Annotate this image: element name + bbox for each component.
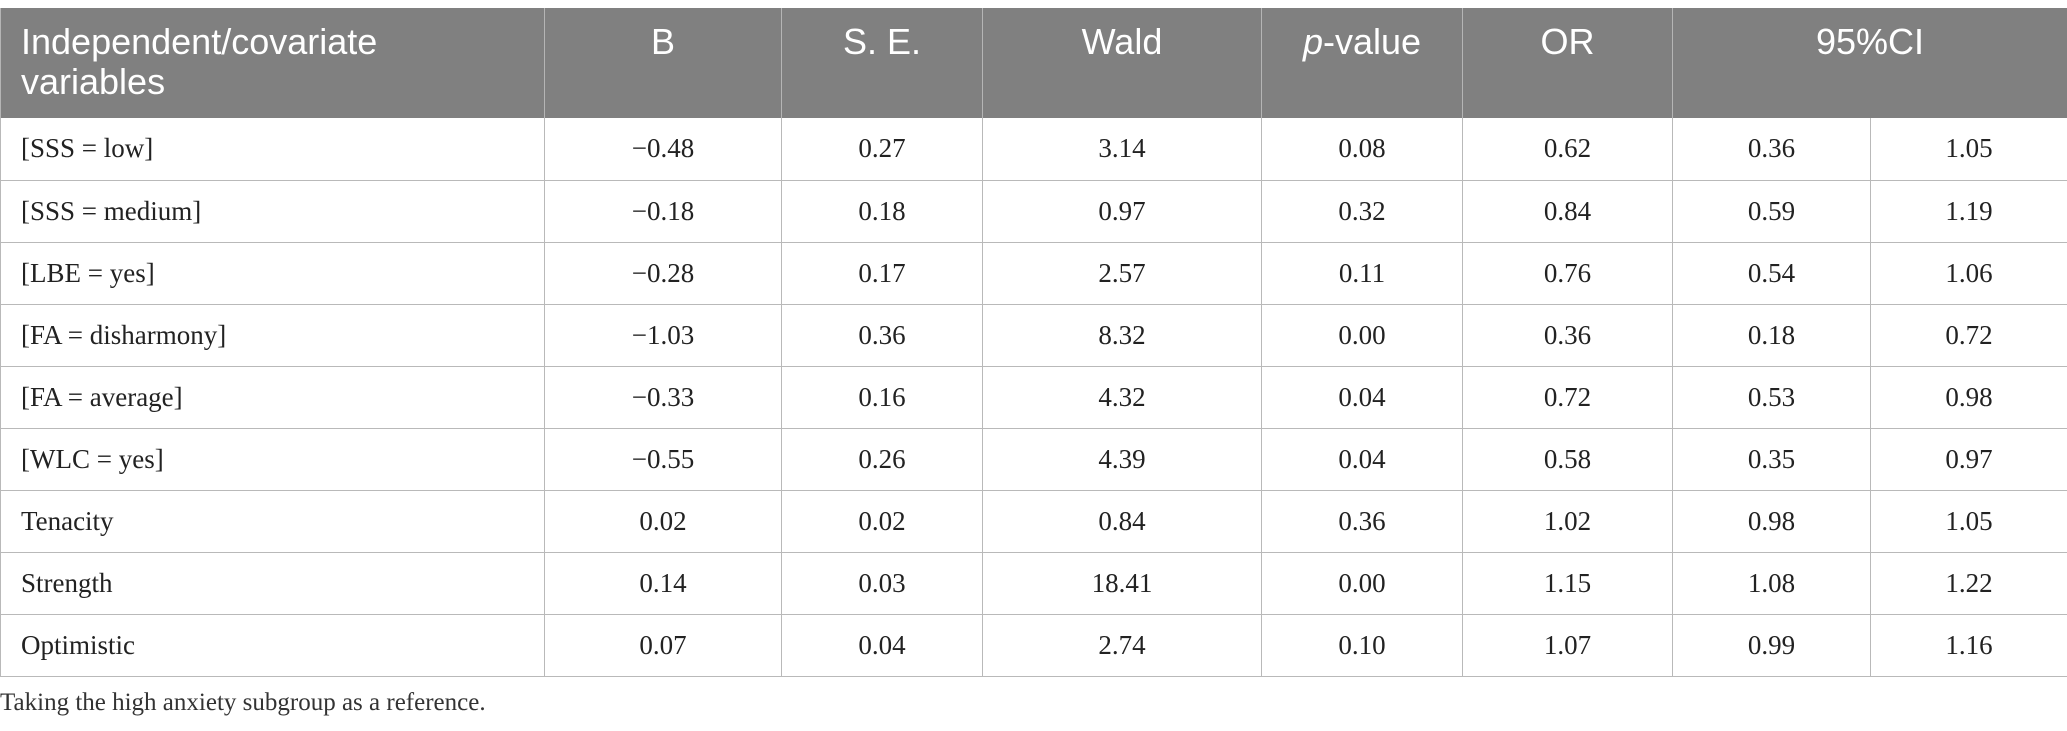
- header-se: S. E.: [781, 8, 983, 118]
- cell-ci-low: 0.99: [1672, 613, 1871, 677]
- cell-variable: [SSS = low]: [0, 118, 545, 181]
- header-b: B: [544, 8, 782, 118]
- table-row: [FA = disharmony] −1.03 0.36 8.32 0.00 0.36 0.…: [0, 303, 2067, 367]
- cell-ci-high: 1.05: [1870, 118, 2067, 181]
- cell-variable: Strength: [0, 551, 545, 615]
- header-variable: Independent/covariate variables: [0, 8, 545, 118]
- header-wald: Wald: [982, 8, 1262, 118]
- regression-table-container: Independent/covariate variables B S. E. …: [0, 8, 2067, 677]
- cell-p-value: 0.10: [1261, 613, 1463, 677]
- table-row: [FA = average] −0.33 0.16 4.32 0.04 0.72 0.53 0…: [0, 365, 2067, 429]
- cell-wald: 0.97: [982, 179, 1262, 243]
- cell-se: 0.16: [781, 365, 983, 429]
- cell-p-value: 0.36: [1261, 489, 1463, 553]
- cell-p-value: 0.32: [1261, 179, 1463, 243]
- cell-p-value: 0.00: [1261, 303, 1463, 367]
- cell-variable: Optimistic: [0, 613, 545, 677]
- cell-or: 0.62: [1462, 118, 1673, 181]
- cell-ci-low: 0.18: [1672, 303, 1871, 367]
- cell-p-value: 0.11: [1261, 241, 1463, 305]
- header-p-rest: -value: [1322, 21, 1422, 62]
- cell-p-value: 0.08: [1261, 118, 1463, 181]
- cell-se: 0.18: [781, 179, 983, 243]
- cell-b: −0.28: [544, 241, 782, 305]
- cell-or: 0.72: [1462, 365, 1673, 429]
- cell-variable: [SSS = medium]: [0, 179, 545, 243]
- cell-wald: 0.84: [982, 489, 1262, 553]
- cell-wald: 4.39: [982, 427, 1262, 491]
- cell-or: 1.02: [1462, 489, 1673, 553]
- cell-b: −0.33: [544, 365, 782, 429]
- cell-b: −0.55: [544, 427, 782, 491]
- cell-b: 0.07: [544, 613, 782, 677]
- cell-wald: 2.57: [982, 241, 1262, 305]
- cell-p-value: 0.00: [1261, 551, 1463, 615]
- cell-or: 0.36: [1462, 303, 1673, 367]
- cell-ci-high: 0.97: [1870, 427, 2067, 491]
- cell-se: 0.36: [781, 303, 983, 367]
- cell-p-value: 0.04: [1261, 365, 1463, 429]
- cell-ci-low: 0.35: [1672, 427, 1871, 491]
- cell-ci-high: 1.19: [1870, 179, 2067, 243]
- cell-se: 0.17: [781, 241, 983, 305]
- header-p-italic: p: [1302, 21, 1323, 62]
- cell-variable: Tenacity: [0, 489, 545, 553]
- cell-ci-high: 1.06: [1870, 241, 2067, 305]
- cell-wald: 4.32: [982, 365, 1262, 429]
- table-footnote: Taking the high anxiety subgroup as a re…: [0, 689, 486, 716]
- cell-ci-low: 0.53: [1672, 365, 1871, 429]
- header-p-value: p-value: [1261, 8, 1463, 118]
- cell-or: 0.84: [1462, 179, 1673, 243]
- cell-b: −1.03: [544, 303, 782, 367]
- cell-p-value: 0.04: [1261, 427, 1463, 491]
- cell-ci-low: 0.98: [1672, 489, 1871, 553]
- table-row: Optimistic 0.07 0.04 2.74 0.10 1.07 0.99 1.16: [0, 613, 2067, 677]
- cell-se: 0.02: [781, 489, 983, 553]
- cell-b: 0.02: [544, 489, 782, 553]
- cell-or: 1.07: [1462, 613, 1673, 677]
- cell-ci-high: 1.22: [1870, 551, 2067, 615]
- cell-wald: 3.14: [982, 118, 1262, 181]
- cell-se: 0.27: [781, 118, 983, 181]
- cell-wald: 18.41: [982, 551, 1262, 615]
- table-row: [SSS = low] −0.48 0.27 3.14 0.08 0.62 0.36 1.05: [0, 118, 2067, 181]
- header-row: Independent/covariate variables B S. E. …: [0, 8, 2067, 118]
- cell-ci-low: 0.59: [1672, 179, 1871, 243]
- cell-se: 0.26: [781, 427, 983, 491]
- cell-variable: [WLC = yes]: [0, 427, 545, 491]
- cell-ci-high: 0.72: [1870, 303, 2067, 367]
- header-or: OR: [1462, 8, 1673, 118]
- table-row: Strength 0.14 0.03 18.41 0.00 1.15 1.08 1.22: [0, 551, 2067, 615]
- cell-b: −0.18: [544, 179, 782, 243]
- cell-variable: [LBE = yes]: [0, 241, 545, 305]
- cell-wald: 8.32: [982, 303, 1262, 367]
- table-header: Independent/covariate variables B S. E. …: [0, 8, 2067, 118]
- cell-wald: 2.74: [982, 613, 1262, 677]
- cell-or: 0.58: [1462, 427, 1673, 491]
- cell-b: −0.48: [544, 118, 782, 181]
- cell-or: 0.76: [1462, 241, 1673, 305]
- table-body: [SSS = low] −0.48 0.27 3.14 0.08 0.62 0.36 1.05…: [0, 118, 2067, 677]
- cell-variable: [FA = disharmony]: [0, 303, 545, 367]
- table-row: Tenacity 0.02 0.02 0.84 0.36 1.02 0.98 1.05: [0, 489, 2067, 553]
- table-row: [WLC = yes] −0.55 0.26 4.39 0.04 0.58 0.35 0.97: [0, 427, 2067, 491]
- cell-ci-high: 1.05: [1870, 489, 2067, 553]
- cell-ci-high: 1.16: [1870, 613, 2067, 677]
- regression-table: Independent/covariate variables B S. E. …: [0, 8, 2067, 677]
- table-row: [LBE = yes] −0.28 0.17 2.57 0.11 0.76 0.54 1.06: [0, 241, 2067, 305]
- cell-b: 0.14: [544, 551, 782, 615]
- cell-variable: [FA = average]: [0, 365, 545, 429]
- cell-ci-low: 0.54: [1672, 241, 1871, 305]
- cell-ci-high: 0.98: [1870, 365, 2067, 429]
- cell-se: 0.03: [781, 551, 983, 615]
- cell-ci-low: 0.36: [1672, 118, 1871, 181]
- table-row: [SSS = medium] −0.18 0.18 0.97 0.32 0.84 0.59 1…: [0, 179, 2067, 243]
- header-ci: 95%CI: [1672, 8, 2067, 118]
- cell-se: 0.04: [781, 613, 983, 677]
- cell-ci-low: 1.08: [1672, 551, 1871, 615]
- cell-or: 1.15: [1462, 551, 1673, 615]
